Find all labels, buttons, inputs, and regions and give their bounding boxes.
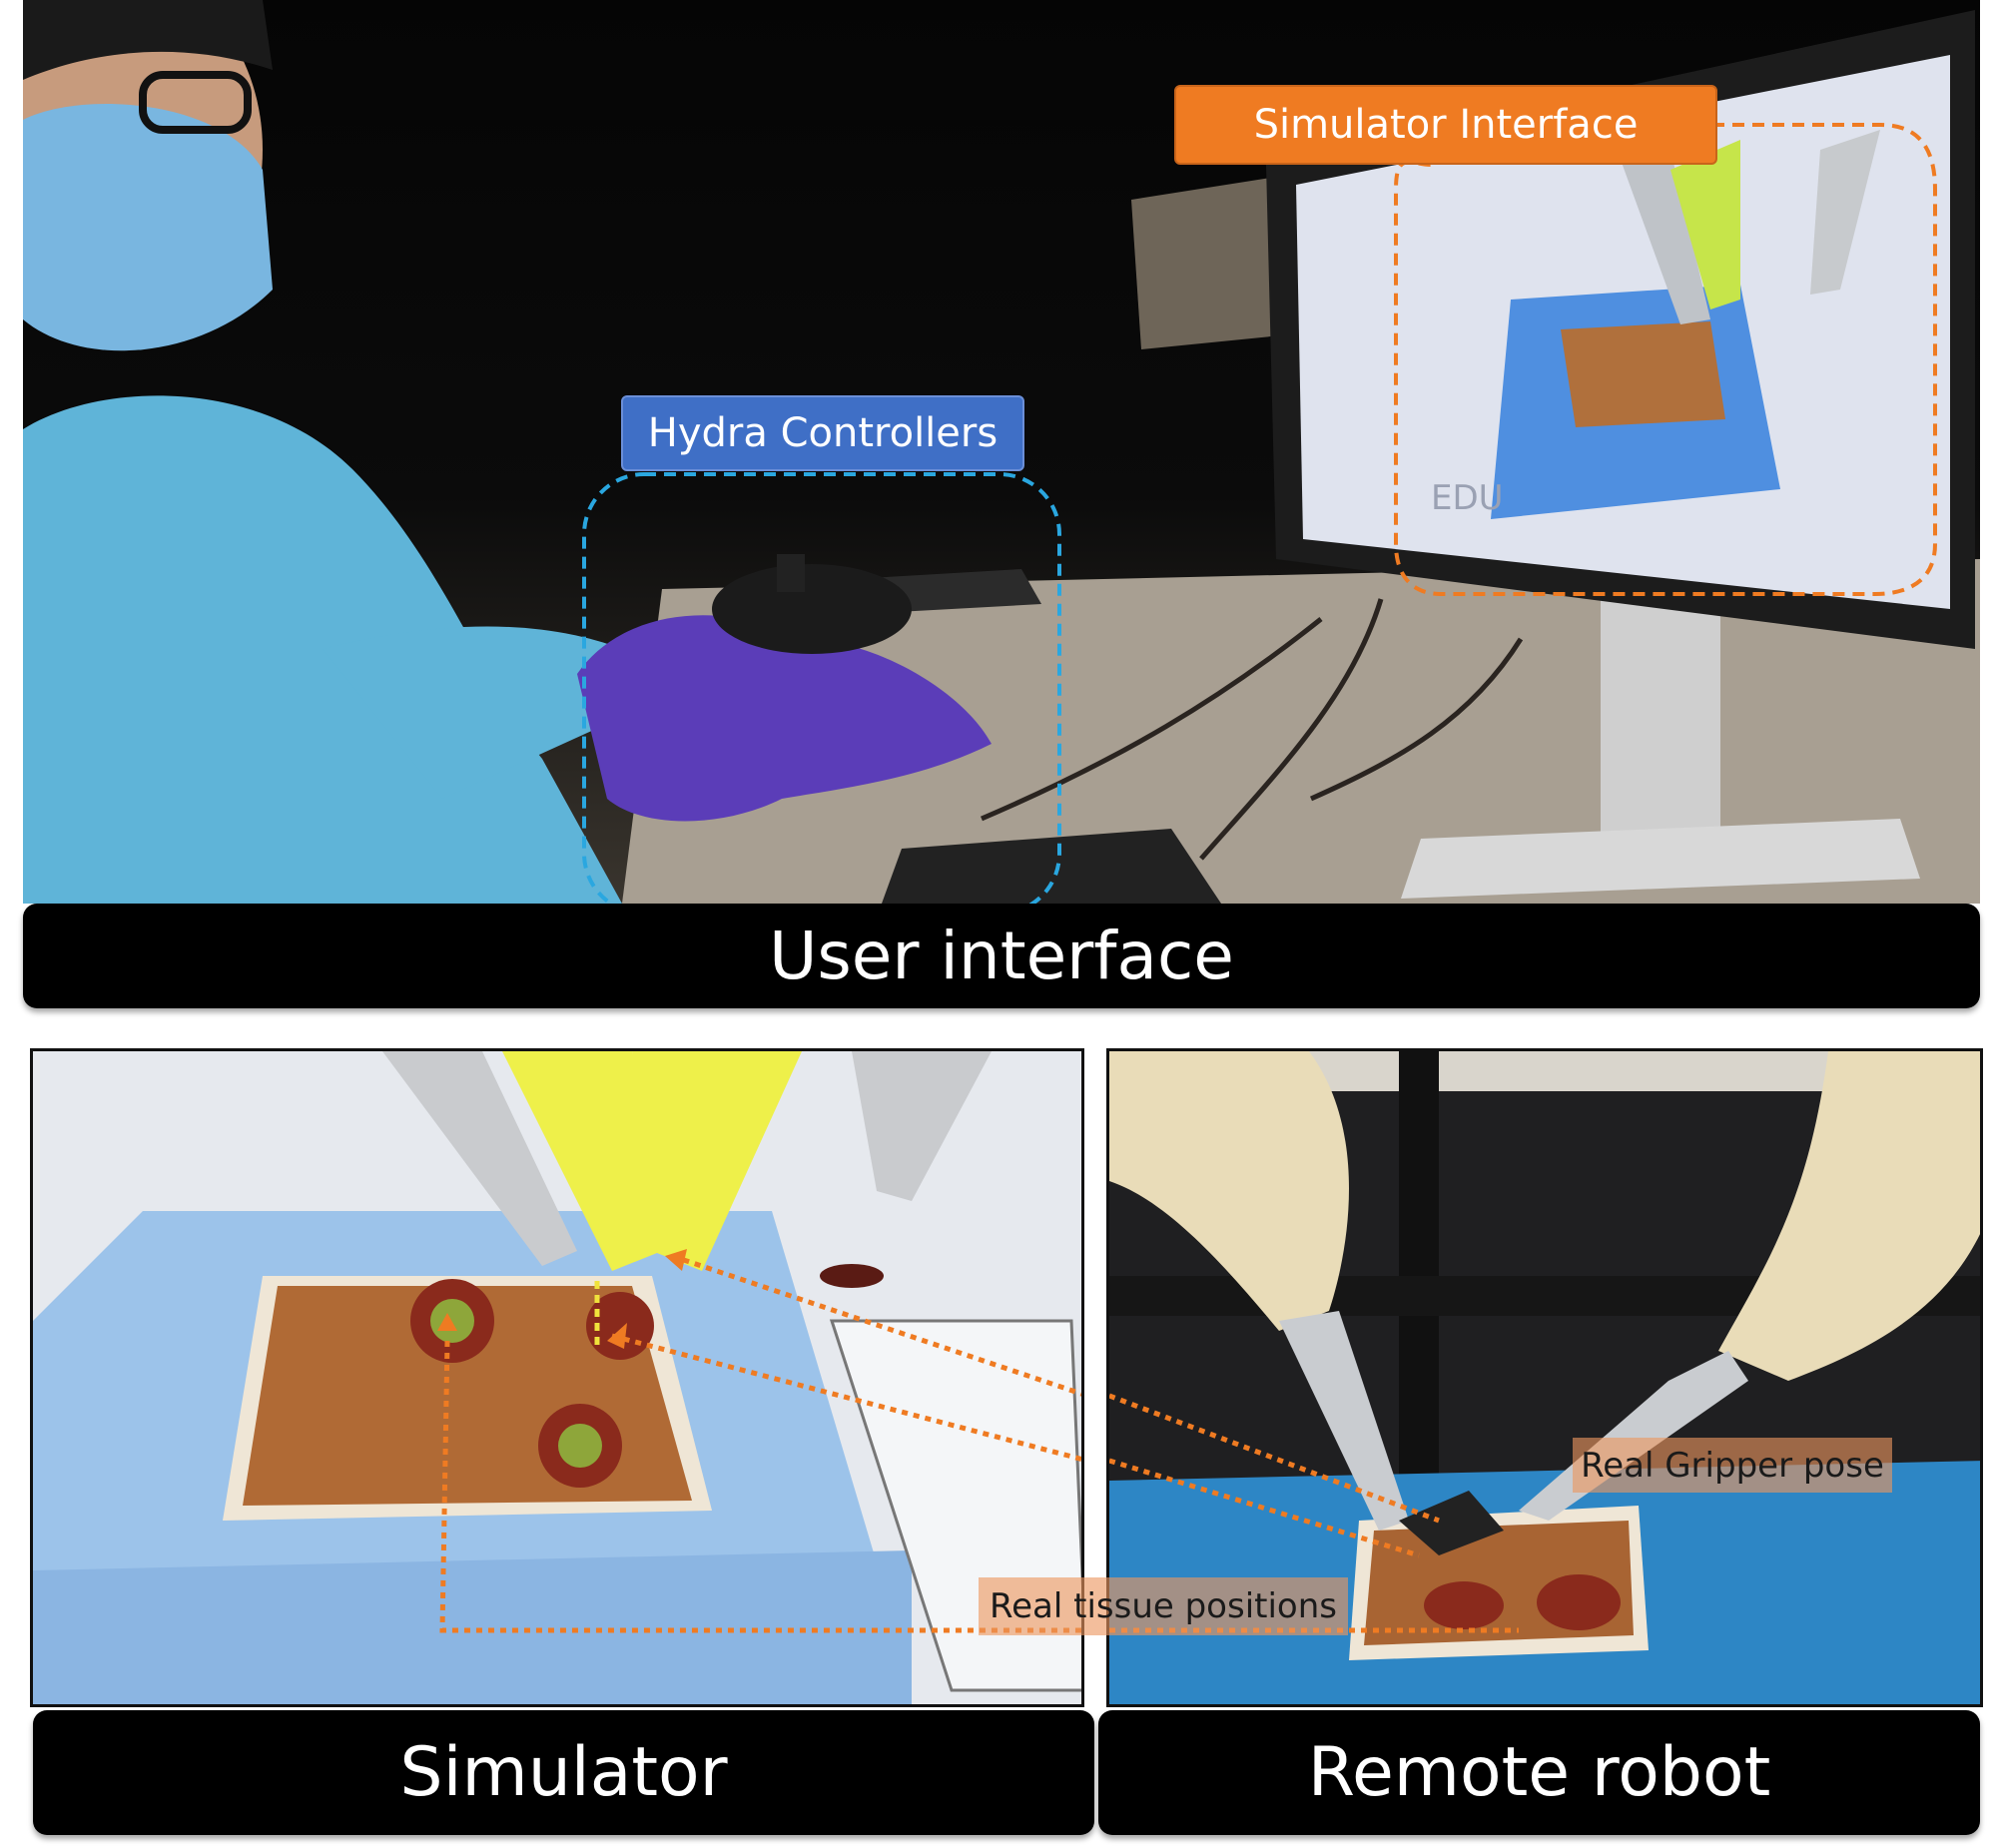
simulator-scene <box>33 1051 1081 1704</box>
simulator-caption: Simulator <box>33 1710 1094 1835</box>
purple-glove <box>577 615 992 822</box>
sim-tool-grey <box>382 1051 577 1266</box>
screen-tool-right <box>1810 130 1880 295</box>
monitor-edu-text: EDU <box>1431 478 1504 518</box>
simulator-panel <box>30 1048 1084 1707</box>
monitor-stand <box>1601 599 1720 839</box>
monitor-base <box>1401 819 1920 899</box>
robot-instrument-left <box>1279 1311 1409 1531</box>
user-interface-scene: EDU <box>23 0 1980 904</box>
user-interface-caption: User interface <box>23 904 1980 1008</box>
hydra-controller <box>712 564 912 654</box>
face-mask <box>23 104 273 351</box>
screen-tool-left <box>1621 150 1710 324</box>
sim-tool-yellow-1 <box>502 1051 662 1271</box>
real-gripper-pose-label: Real Gripper pose <box>1573 1438 1892 1493</box>
screen-tissue <box>1561 321 1725 427</box>
hydra-dashed-box <box>582 472 1061 904</box>
hair <box>23 0 273 80</box>
controller-joystick <box>777 554 805 592</box>
robot-gripper <box>1399 1491 1504 1555</box>
robot-lesion-2 <box>1424 1581 1504 1629</box>
robot-arm-right <box>1718 1051 1980 1381</box>
sim-tool-yellow-2 <box>632 1051 802 1271</box>
remote-robot-scene <box>1109 1051 1980 1704</box>
remote-robot-caption: Remote robot <box>1098 1710 1980 1835</box>
real-tissue-positions-label: Real tissue positions <box>979 1577 1348 1635</box>
remote-robot-panel <box>1106 1048 1983 1707</box>
simulator-dashed-box <box>1373 123 1937 596</box>
robot-lesion-1 <box>1537 1574 1621 1630</box>
sim-tool-right <box>852 1051 992 1201</box>
glasses <box>139 71 252 134</box>
robot-arm-left <box>1109 1051 1349 1331</box>
user-interface-photo: EDU Hydra Controllers Simulator Interfac… <box>23 0 1980 904</box>
gown-sleeve <box>323 626 662 799</box>
screen-tool-yellow <box>1670 140 1740 309</box>
simulator-interface-label: Simulator Interface <box>1174 85 1717 165</box>
keyboard <box>882 829 1221 904</box>
hydra-controllers-label: Hydra Controllers <box>621 395 1024 471</box>
